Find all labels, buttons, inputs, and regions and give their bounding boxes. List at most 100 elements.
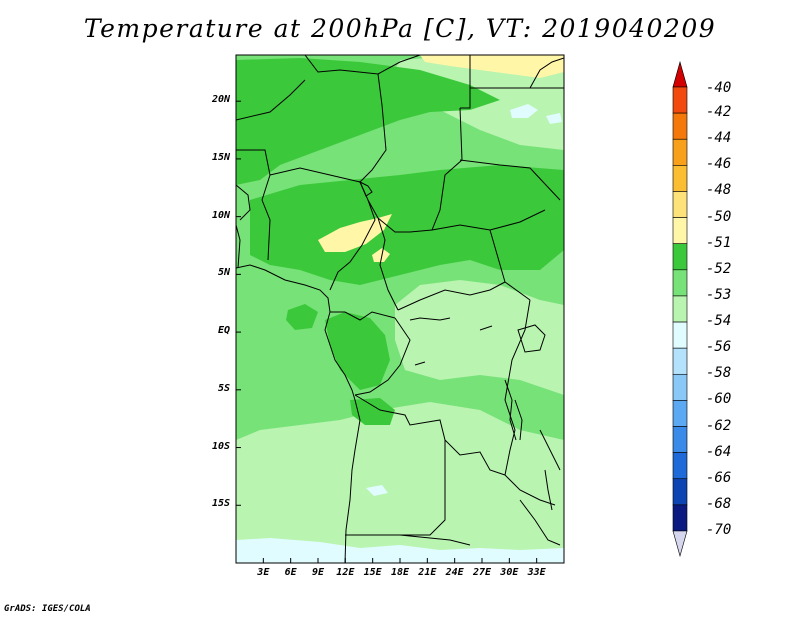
- lake-chad: [359, 180, 373, 197]
- temp-band-51-50-patch: [372, 248, 390, 262]
- colorbar-segment: [672, 217, 688, 245]
- colorbar-level-label: -64: [706, 443, 732, 460]
- colorbar-level-label: -52: [706, 260, 732, 277]
- colorbar-level-label: -58: [706, 365, 732, 382]
- colorbar-bottom-cap: [672, 530, 688, 558]
- border-libya-niger: [304, 55, 421, 75]
- colorbar-level-label: -48: [706, 182, 732, 199]
- lon-tick-label: 18E: [390, 567, 410, 578]
- lat-tick-label: 10S: [211, 440, 230, 452]
- colorbar-level-label: -62: [706, 417, 732, 434]
- lake-tanganyika: [504, 379, 517, 441]
- colorbar-segment: [672, 452, 688, 480]
- red-sea-coast: [529, 57, 564, 89]
- lat-tick-label: 15N: [211, 151, 230, 163]
- colorbar-level-label: -40: [706, 80, 732, 96]
- colorbar-level-label: -53: [706, 286, 732, 303]
- colorbar-segment: [672, 321, 688, 349]
- temp-band-54-53-south: [236, 402, 564, 563]
- lon-tick-label: 12E: [336, 567, 355, 578]
- temp-band-56-54-south: [236, 538, 564, 563]
- colorbar-level-label: -50: [706, 208, 732, 225]
- colorbar-segment: [672, 112, 688, 140]
- river-ubangi: [409, 317, 441, 321]
- colorbar-level-label: -68: [706, 495, 732, 512]
- border-drc-east: [504, 299, 531, 476]
- temp-band-56-54-southwest: [366, 485, 388, 496]
- temp-band-56-54-east: [546, 113, 562, 124]
- lat-tick-label: 10N: [211, 209, 230, 221]
- border-great-lakes: [514, 399, 523, 441]
- border-cameroon-car: [377, 217, 399, 311]
- border-angola-namibia: [345, 534, 471, 546]
- colorbar-level-label: -44: [706, 130, 732, 147]
- coast-west-africa: [236, 264, 361, 563]
- coast-gulf: [236, 224, 241, 269]
- colorbar-level-label: -46: [706, 156, 732, 173]
- country-borders: [236, 55, 564, 563]
- river-congo-marks: [414, 317, 493, 366]
- border-drc-angola: [354, 394, 506, 476]
- border-libya-sudan: [460, 55, 471, 109]
- temp-band-52-51-central: [250, 165, 564, 285]
- border-zambia-east: [504, 474, 556, 506]
- lon-tick-label: 24E: [445, 567, 464, 578]
- border-south-sudan: [489, 229, 531, 301]
- temp-band-56-54-northeast: [510, 104, 538, 118]
- colorbar-segment: [672, 86, 688, 114]
- colorbar: [672, 60, 688, 558]
- border-niger-nigeria: [269, 167, 361, 183]
- temp-band-52-51-kasai: [350, 398, 395, 425]
- colorbar-segment: [672, 243, 688, 271]
- colorbar-segment: [672, 165, 688, 192]
- colorbar-segment: [672, 347, 688, 375]
- colorbar-segment: [672, 400, 688, 427]
- lat-tick-label: 20N: [211, 94, 230, 106]
- border-mozambique: [519, 499, 561, 546]
- lat-tick-label: 5S: [217, 382, 230, 394]
- colorbar-segment: [672, 504, 688, 532]
- border-chad-car: [377, 217, 433, 233]
- lat-tick-label: 5N: [217, 267, 230, 279]
- colorbar-segment: [672, 426, 688, 453]
- lon-tick-label: 3E: [257, 567, 270, 578]
- lon-tick-label: 21E: [418, 567, 437, 578]
- colorbar-top-cap: [672, 60, 688, 88]
- lon-tick-label: 9E: [311, 567, 325, 578]
- chart-title: Temperature at 200hPa [C], VT: 201904020…: [83, 14, 717, 43]
- colorbar-level-label: -51: [706, 234, 732, 251]
- border-angola-zambia: [400, 440, 446, 536]
- colorbar-level-label: -54: [706, 313, 732, 330]
- temp-band-52-51-congo: [325, 312, 390, 390]
- temp-band-51-50-north-strip: [420, 55, 564, 78]
- colorbar-segment: [672, 373, 688, 401]
- colorbar-level-label: -60: [706, 391, 732, 408]
- border-congo-gabon: [330, 311, 396, 321]
- border-benin: [261, 199, 271, 261]
- border-chad-east: [431, 107, 463, 231]
- lon-tick-label: 30E: [500, 567, 519, 578]
- lon-tick-label: 6E: [284, 567, 297, 578]
- grads-credit: GrADS: IGES/COLA: [4, 604, 91, 614]
- border-mali-niger: [236, 79, 306, 121]
- lake-victoria: [517, 324, 546, 353]
- border-sudan-east: [459, 159, 561, 201]
- temp-band-52-51-gabon: [286, 304, 318, 330]
- lon-tick-label: 27E: [472, 567, 492, 578]
- colorbar-level-label: -66: [706, 469, 732, 486]
- lake-malawi: [544, 469, 553, 511]
- border-burkina: [236, 149, 271, 201]
- border-tanzania: [539, 429, 561, 471]
- lat-tick-label: EQ: [217, 325, 230, 337]
- temp-band-54-53-east: [395, 280, 564, 395]
- lat-tick-label: 15S: [211, 498, 230, 510]
- colorbar-level-label: -42: [706, 104, 732, 121]
- colorbar-segment: [672, 191, 688, 218]
- lon-tick-label: 33E: [527, 567, 546, 578]
- axis-ticks: [236, 100, 538, 563]
- border-congo-drc: [354, 317, 411, 396]
- colorbar-level-label: -70: [706, 522, 732, 538]
- border-car-drc: [397, 281, 506, 311]
- colorbar-segment: [672, 138, 688, 166]
